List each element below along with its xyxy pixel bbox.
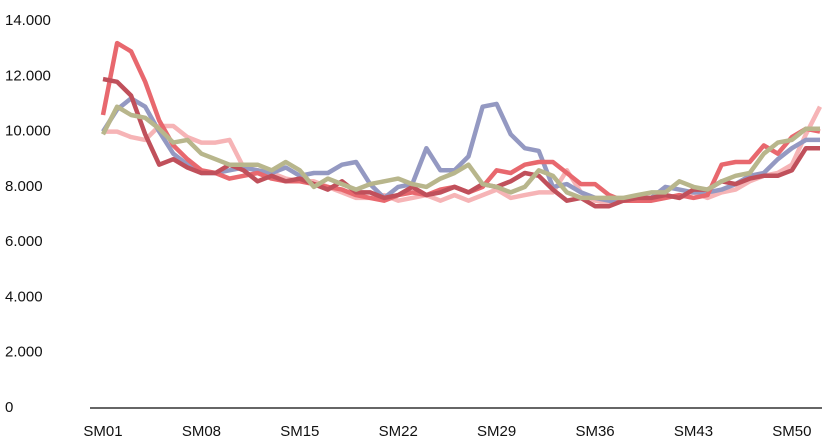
- y-tick-label: 0: [5, 399, 13, 416]
- x-tick-label: SM22: [379, 423, 418, 439]
- series-line: [101, 96, 820, 203]
- series-line: [100, 104, 820, 201]
- y-tick-label: 14.000: [5, 12, 51, 29]
- x-tick-label: SM50: [772, 423, 811, 439]
- x-tick-label: SM15: [280, 423, 319, 439]
- x-tick-label: SM36: [575, 423, 614, 439]
- y-tick-label: 4.000: [5, 288, 43, 305]
- y-tick-label: 8.000: [5, 178, 43, 195]
- x-tick-label: SM43: [674, 423, 713, 439]
- x-tick-label: SM29: [477, 423, 516, 439]
- x-tick-label: SM01: [83, 423, 122, 439]
- y-tick-label: 6.000: [5, 233, 43, 250]
- x-tick-label: SM08: [182, 423, 221, 439]
- y-tick-label: 2.000: [5, 344, 43, 361]
- y-tick-label: 10.000: [5, 123, 51, 140]
- series-line: [100, 40, 821, 203]
- y-tick-label: 12.000: [5, 67, 51, 84]
